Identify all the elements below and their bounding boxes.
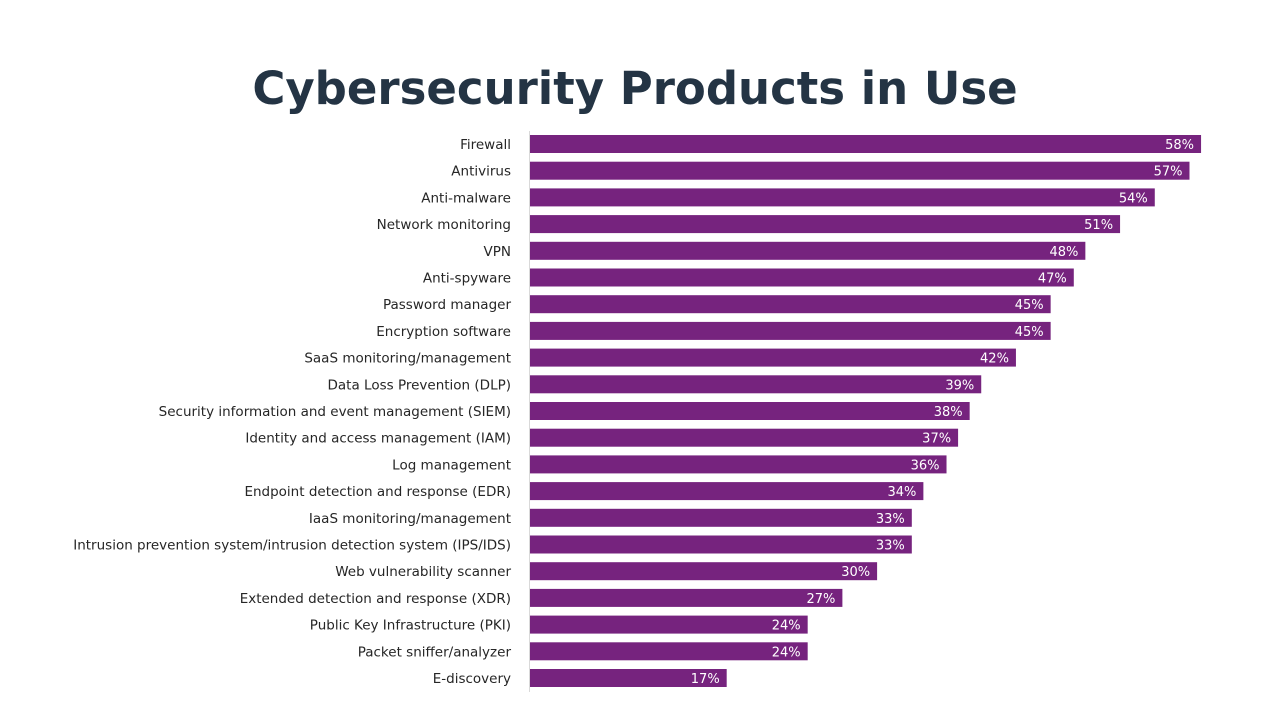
category-label: Web vulnerability scanner bbox=[335, 564, 511, 580]
bar bbox=[530, 188, 1155, 207]
bar-value-label: 33% bbox=[876, 539, 905, 554]
bar bbox=[530, 562, 878, 581]
category-label: Password manager bbox=[383, 297, 511, 313]
bar-value-label: 42% bbox=[980, 352, 1009, 367]
bar-value-label: 38% bbox=[934, 405, 963, 420]
bar-value-label: 57% bbox=[1154, 165, 1183, 180]
category-label: Data Loss Prevention (DLP) bbox=[328, 377, 511, 393]
bar bbox=[530, 588, 843, 607]
bar bbox=[530, 135, 1202, 153]
bar-value-label: 39% bbox=[945, 378, 974, 393]
bar bbox=[530, 375, 982, 394]
category-label: Extended detection and response (XDR) bbox=[240, 591, 511, 607]
category-label: E-discovery bbox=[433, 671, 511, 687]
category-label: Firewall bbox=[460, 137, 511, 153]
bar bbox=[530, 508, 912, 527]
bar bbox=[530, 215, 1121, 234]
category-label: Endpoint detection and response (EDR) bbox=[244, 484, 511, 500]
bar-value-label: 24% bbox=[772, 619, 801, 634]
bar bbox=[530, 428, 959, 447]
bar-value-label: 34% bbox=[887, 485, 916, 500]
category-label: Security information and event managemen… bbox=[159, 404, 511, 420]
bar-value-label: 47% bbox=[1038, 272, 1067, 287]
bar-value-label: 51% bbox=[1084, 218, 1113, 233]
bar bbox=[530, 642, 808, 661]
bar bbox=[530, 455, 947, 474]
bar-value-label: 27% bbox=[806, 592, 835, 607]
category-label: Encryption software bbox=[376, 324, 511, 340]
bar-value-label: 58% bbox=[1165, 138, 1194, 153]
bar-value-label: 17% bbox=[691, 672, 720, 687]
bar-value-label: 54% bbox=[1119, 191, 1148, 206]
category-label: Packet sniffer/analyzer bbox=[358, 644, 512, 660]
bar bbox=[530, 482, 924, 501]
bar bbox=[530, 615, 808, 634]
bar bbox=[530, 321, 1051, 340]
category-label: Antivirus bbox=[451, 164, 511, 180]
category-label: Network monitoring bbox=[377, 217, 511, 233]
bar bbox=[530, 669, 727, 687]
bars-group: Firewall 58% Antivirus 57% Anti-malware 54% Ne… bbox=[73, 135, 1202, 687]
bar-value-label: 45% bbox=[1015, 325, 1044, 340]
category-label: Anti-spyware bbox=[423, 271, 511, 287]
bar-value-label: 48% bbox=[1049, 245, 1078, 260]
bar-value-label: 36% bbox=[911, 458, 940, 473]
bar bbox=[530, 268, 1074, 287]
category-label: Public Key Infrastructure (PKI) bbox=[310, 618, 511, 634]
bar-value-label: 30% bbox=[841, 565, 870, 580]
category-label: Intrusion prevention system/intrusion de… bbox=[73, 538, 511, 554]
bar bbox=[530, 161, 1190, 180]
bar bbox=[530, 402, 970, 420]
category-label: Identity and access management (IAM) bbox=[245, 431, 511, 447]
bar-value-label: 45% bbox=[1015, 298, 1044, 313]
chart-title: Cybersecurity Products in Use bbox=[252, 62, 1018, 115]
bar-value-label: 24% bbox=[772, 645, 801, 660]
bar bbox=[530, 295, 1051, 314]
bar bbox=[530, 241, 1086, 260]
bar-value-label: 37% bbox=[922, 432, 951, 447]
bar-value-label: 33% bbox=[876, 512, 905, 527]
category-label: Log management bbox=[392, 457, 511, 473]
category-label: IaaS monitoring/management bbox=[309, 511, 511, 527]
category-label: SaaS monitoring/management bbox=[304, 351, 511, 367]
bar bbox=[530, 535, 912, 554]
category-label: Anti-malware bbox=[421, 190, 511, 206]
category-label: VPN bbox=[484, 244, 511, 260]
bar bbox=[530, 348, 1016, 367]
